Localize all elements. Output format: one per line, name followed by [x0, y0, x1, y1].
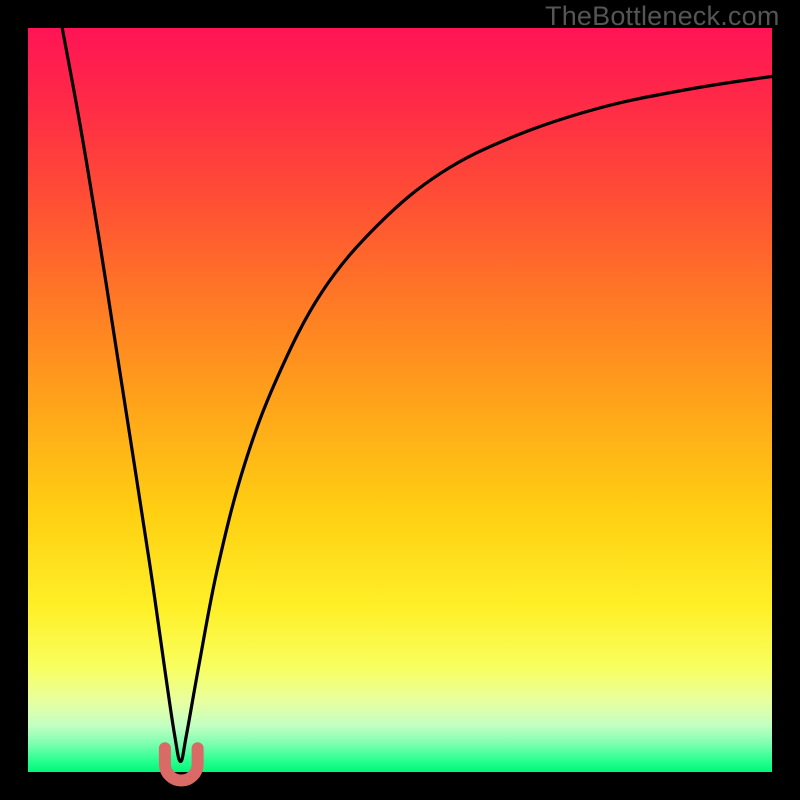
watermark-text: TheBottleneck.com: [545, 1, 780, 32]
min-marker: [165, 748, 198, 780]
curve-layer: [0, 0, 800, 800]
bottleneck-curve: [62, 28, 772, 762]
chart-stage: TheBottleneck.com: [0, 0, 800, 800]
